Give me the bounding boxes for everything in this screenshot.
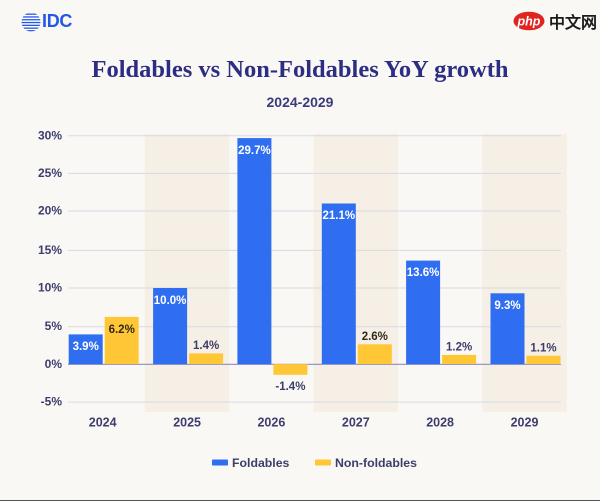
svg-text:-1.4%: -1.4% [275,381,305,393]
svg-text:-5%: -5% [41,395,63,409]
svg-text:2.6%: 2.6% [362,331,388,343]
svg-text:0%: 0% [45,357,63,371]
svg-text:2029: 2029 [511,416,539,430]
svg-text:9.3%: 9.3% [494,300,520,312]
svg-text:2028: 2028 [426,416,454,430]
svg-text:29.7%: 29.7% [238,145,271,157]
svg-text:21.1%: 21.1% [322,210,355,222]
svg-text:15%: 15% [38,243,62,257]
svg-text:5%: 5% [45,319,63,333]
svg-text:20%: 20% [38,204,62,218]
svg-text:2027: 2027 [342,416,370,430]
svg-text:1.2%: 1.2% [446,342,472,354]
svg-text:10.0%: 10.0% [154,295,187,307]
svg-text:2026: 2026 [257,416,285,430]
svg-text:30%: 30% [38,129,62,143]
svg-text:3.9%: 3.9% [73,341,99,353]
svg-text:10%: 10% [38,281,62,295]
svg-text:25%: 25% [38,166,62,180]
svg-text:2025: 2025 [173,416,201,430]
svg-text:2024: 2024 [89,416,117,430]
svg-text:13.6%: 13.6% [407,267,440,279]
svg-text:Non-foldables: Non-foldables [335,456,417,470]
svg-text:6.2%: 6.2% [109,324,135,336]
svg-text:1.1%: 1.1% [530,342,556,354]
svg-text:Foldables: Foldables [232,456,290,470]
svg-text:1.4%: 1.4% [193,340,219,352]
